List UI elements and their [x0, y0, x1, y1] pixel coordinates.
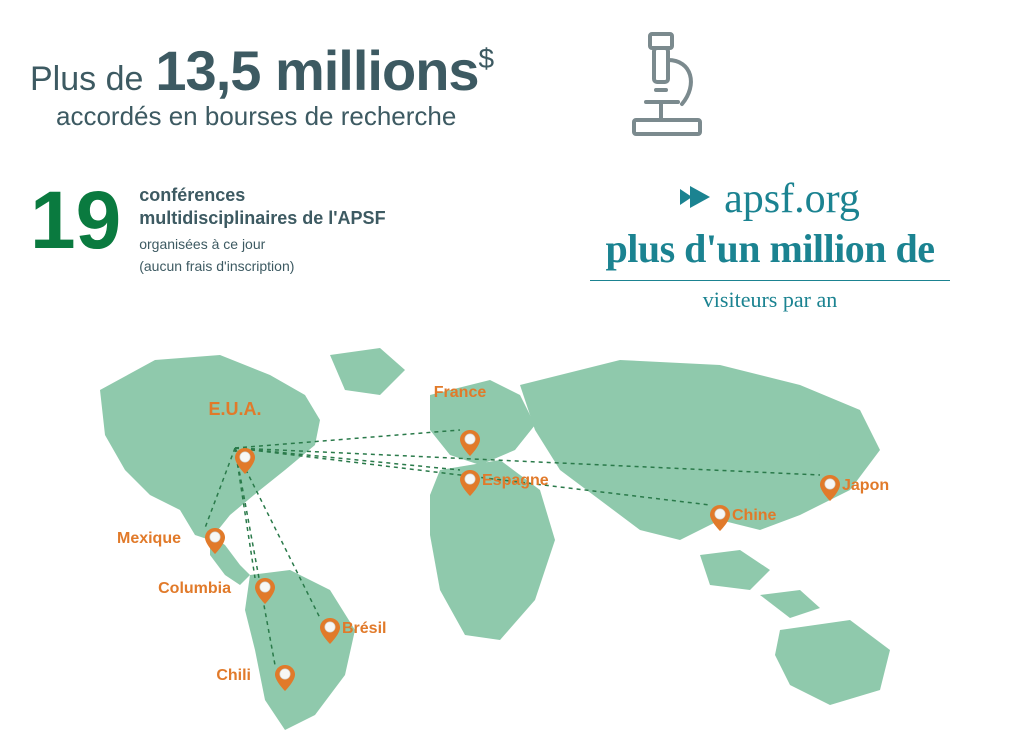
arrow-icon — [680, 182, 710, 216]
website-stat: apsf.org plus d'un million de visiteurs … — [590, 175, 950, 313]
marker-label-chine: Chine — [732, 507, 776, 525]
world-map: E.U.A. Mexique Columbia Brésil Chili Fra… — [60, 340, 940, 740]
conferences-number: 19 — [30, 180, 121, 262]
marker-label-eua: E.U.A. — [208, 399, 261, 420]
website-sub: visiteurs par an — [590, 287, 950, 313]
grants-currency: $ — [479, 43, 495, 74]
marker-label-mexique: Mexique — [117, 530, 181, 548]
marker-label-japon: Japon — [842, 477, 889, 495]
conferences-line1: conférences — [139, 184, 385, 207]
grants-stat: Plus de 13,5 millions $ accordés en bour… — [30, 38, 494, 132]
marker-label-espagne: Espagne — [482, 472, 549, 490]
conferences-line2: multidisciplinaires de l'APSF — [139, 207, 385, 230]
marker-label-france: France — [434, 384, 486, 402]
conferences-stat: 19 conférences multidisciplinaires de l'… — [30, 180, 386, 275]
divider — [590, 280, 950, 281]
marker-label-bresil: Brésil — [342, 620, 386, 638]
grants-prefix: Plus de — [30, 60, 143, 99]
conferences-line4: (aucun frais d'inscription) — [139, 257, 385, 275]
conferences-line3: organisées à ce jour — [139, 235, 385, 253]
grants-subtitle: accordés en bourses de recherche — [56, 101, 494, 132]
website-url: apsf.org — [724, 175, 860, 223]
marker-label-columbia: Columbia — [158, 580, 231, 598]
website-headline: plus d'un million de — [590, 225, 950, 272]
marker-label-chili: Chili — [216, 667, 251, 685]
microscope-icon — [620, 30, 710, 145]
grants-amount: 13,5 millions — [155, 39, 478, 102]
